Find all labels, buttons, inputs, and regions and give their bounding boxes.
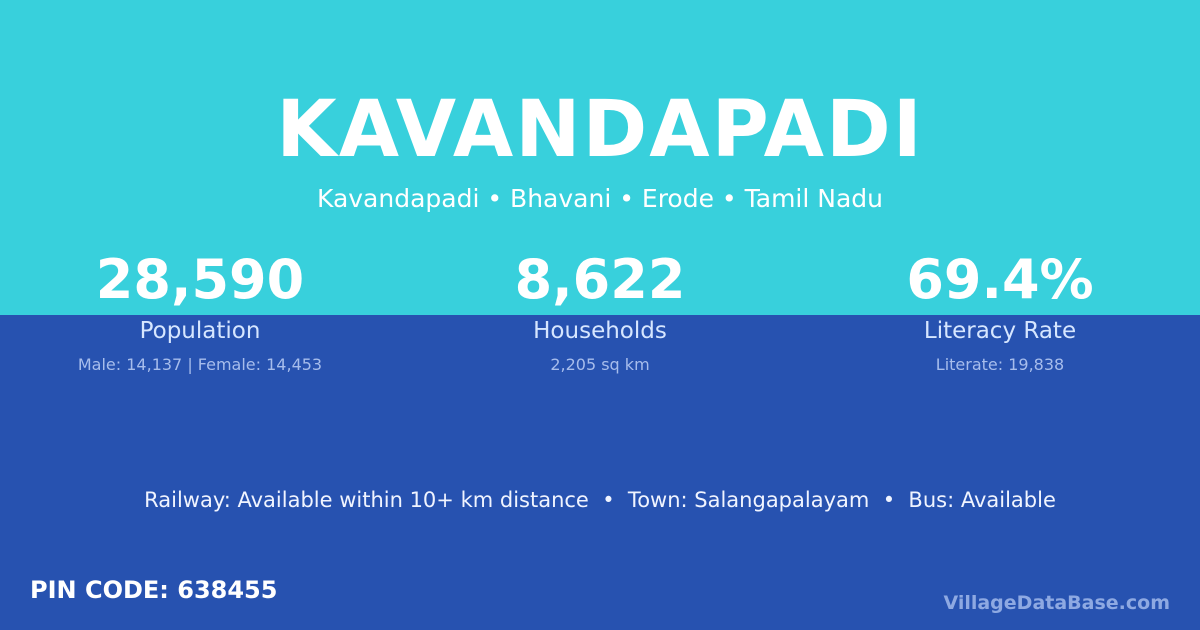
header-band xyxy=(0,0,1200,315)
stat-detail: Male: 14,137 | Female: 14,453 xyxy=(77,355,323,374)
stat-value: 28,590 xyxy=(95,248,305,311)
brand: VillageDataBase.com xyxy=(943,592,1170,614)
stat: 69.4% Literacy Rate Literate: 19,838 xyxy=(800,248,1200,378)
info-line: Railway: Available within 10+ km distanc… xyxy=(144,488,1056,512)
title: KAVANDAPADI xyxy=(276,85,924,175)
stat: 28,590 Population Male: 14,137 | Female:… xyxy=(0,248,400,378)
subtitle: Kavandapadi • Bhavani • Erode • Tamil Na… xyxy=(316,184,883,213)
stat: 8,622 Households 2,205 sq km xyxy=(400,248,800,378)
stat-detail: 2,205 sq km xyxy=(550,355,650,374)
stat-label: Literacy Rate xyxy=(923,318,1077,344)
stat-detail: Literate: 19,838 xyxy=(935,355,1065,374)
stat-label: Households xyxy=(533,318,667,344)
pin-code: PIN CODE: 638455 xyxy=(30,576,278,604)
stat-value: 69.4% xyxy=(906,248,1094,311)
stat-label: Population xyxy=(139,318,261,344)
stat-value: 8,622 xyxy=(514,248,686,311)
